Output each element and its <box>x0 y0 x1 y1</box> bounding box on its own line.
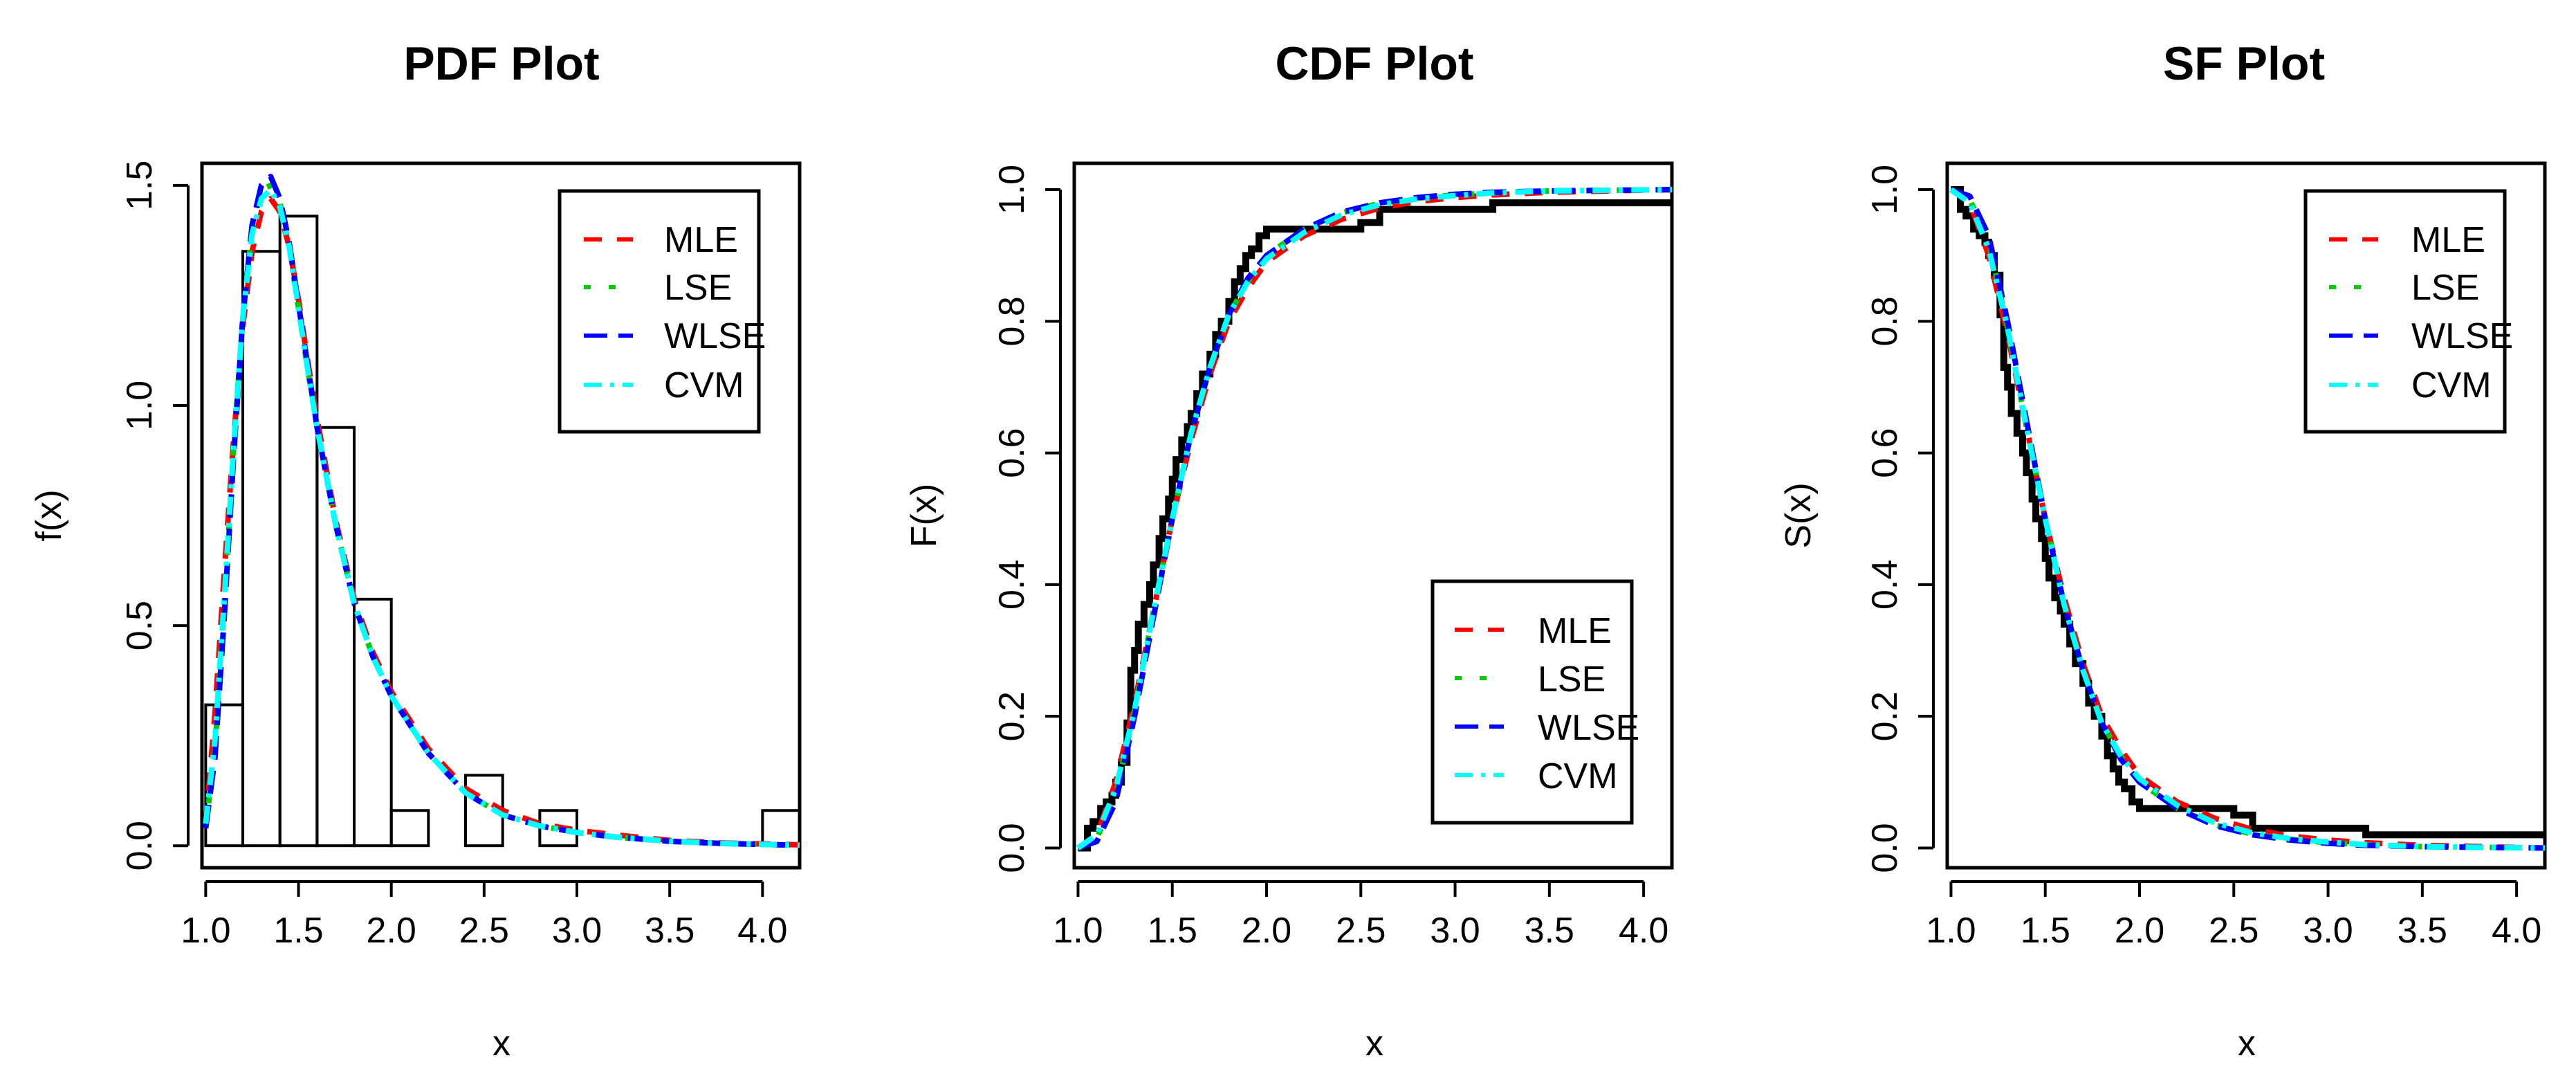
pdf-series-cvm <box>203 187 800 848</box>
pdf-legend: MLE LSE WLSE CVM <box>558 189 766 434</box>
cdf-axes: 1.0 1.5 2.0 2.5 3.0 3.5 4.0 0.0 0.2 0.4 0.6 0.8 1.0 <box>992 165 1668 951</box>
sf-y-tick-label: 1.0 <box>1865 165 1905 215</box>
pdf-legend-box <box>558 189 761 434</box>
pdf-y-tick-label: 0.5 <box>120 601 160 650</box>
cdf-y-tick-label: 0.4 <box>992 560 1032 610</box>
cdf-title: CDF Plot <box>1275 37 1473 90</box>
pdf-hist-bar <box>761 809 802 848</box>
pdf-x-tick-label: 2.0 <box>367 911 416 951</box>
pdf-ylabel: f(x) <box>29 489 69 541</box>
sf-x-tick-label: 4.0 <box>2492 911 2541 951</box>
cdf-y-tick-label: 0.2 <box>992 691 1032 741</box>
cdf-x-tick-label: 3.5 <box>1525 911 1574 951</box>
cdf-x-tick-label: 3.0 <box>1430 911 1480 951</box>
pdf-legend-label-lse: LSE <box>664 268 732 308</box>
cdf-empirical-step-line <box>1078 199 1672 852</box>
cdf-legend-label-cvm: CVM <box>1538 756 1618 796</box>
cdf-series-cvm <box>1076 187 1673 850</box>
sf-legend-label-cvm: CVM <box>2411 365 2492 405</box>
pdf-series <box>203 174 800 848</box>
pdf-hist-bar <box>389 809 430 848</box>
sf-y-tick-label: 0.4 <box>1865 560 1905 610</box>
sf-x-tick-label: 3.5 <box>2398 911 2447 951</box>
pdf-x-tick-label: 4.0 <box>737 911 787 951</box>
sf-y-tick-label: 0.2 <box>1865 691 1905 741</box>
cdf-xlabel: x <box>1365 1023 1383 1064</box>
pdf-x-tick-label: 2.5 <box>459 911 509 951</box>
cdf-ylabel: F(x) <box>904 484 944 547</box>
cdf-y-tick-label: 0.0 <box>992 823 1032 873</box>
sf-xlabel: x <box>2238 1023 2256 1064</box>
sf-axes: 1.0 1.5 2.0 2.5 3.0 3.5 4.0 0.0 0.2 0.4 0.6 0.8 1.0 <box>1865 165 2541 951</box>
cdf-x-tick-label: 1.0 <box>1053 911 1103 951</box>
sf-y-tick-label: 0.0 <box>1865 823 1905 873</box>
pdf-axes: 1.0 1.5 2.0 2.5 3.0 3.5 4.0 0.0 0.5 1.0 1.5 <box>120 161 787 951</box>
panel-pdf: PDF Plot 1.0 1.5 2.0 2.5 3.0 3.5 4.00.00.51.01… <box>29 37 802 1064</box>
panel-sf: SF Plot 1.0 1.5 2.0 2.5 3.0 3.5 4.0 0.0 0.2 0.4 0.… <box>1778 37 2547 1064</box>
pdf-x-tick-label: 1.5 <box>273 911 323 951</box>
sf-legend: MLE LSE WLSE CVM <box>2303 189 2513 434</box>
cdf-legend: MLE LSE WLSE CVM <box>1430 579 1639 825</box>
cdf-x-tick-label: 1.5 <box>1148 911 1197 951</box>
pdf-x-tick-label: 3.5 <box>645 911 694 951</box>
pdf-legend-label-cvm: CVM <box>664 365 744 405</box>
sf-plot-frame <box>1945 161 2547 870</box>
pdf-legend-label-wlse: WLSE <box>664 316 766 356</box>
pdf-y-tick-label: 1.0 <box>120 381 160 430</box>
pdf-hist-bar <box>353 597 393 848</box>
sf-ylabel: S(x) <box>1778 482 1819 548</box>
cdf-legend-box <box>1430 579 1634 825</box>
pdf-y-tick-label: 1.5 <box>120 161 160 210</box>
pdf-title: PDF Plot <box>403 37 599 90</box>
pdf-x-tick-label: 1.0 <box>181 911 230 951</box>
cdf-x-tick-label: 4.0 <box>1619 911 1668 951</box>
sf-y-tick-label: 0.6 <box>1865 428 1905 477</box>
pdf-histogram <box>204 215 802 848</box>
sf-legend-label-mle: MLE <box>2411 220 2485 260</box>
cdf-x-tick-label: 2.0 <box>1242 911 1291 951</box>
pdf-legend-label-mle: MLE <box>664 220 738 260</box>
cdf-y-tick-label: 1.0 <box>992 165 1032 215</box>
cdf-legend-label-lse: LSE <box>1538 659 1606 700</box>
cdf-empirical-step <box>1078 199 1672 852</box>
pdf-xlabel: x <box>493 1023 510 1064</box>
cdf-x-tick-label: 2.5 <box>1336 911 1386 951</box>
sf-title: SF Plot <box>2163 37 2325 90</box>
cdf-legend-label-wlse: WLSE <box>1538 708 1639 748</box>
sf-x-tick-label: 1.0 <box>1926 911 1976 951</box>
pdf-y-tick-label: 0.0 <box>120 821 160 870</box>
panel-cdf: CDF Plot 1.0 1.5 2.0 2.5 3.0 3.5 4.0 0.0 0.2 0.4 0… <box>904 37 1674 1064</box>
sf-legend-label-wlse: WLSE <box>2411 316 2513 356</box>
cdf-series <box>1076 187 1673 851</box>
cdf-y-tick-label: 0.8 <box>992 296 1032 346</box>
sf-x-tick-label: 2.5 <box>2209 911 2258 951</box>
cdf-legend-label-mle: MLE <box>1538 611 1612 651</box>
sf-x-tick-label: 2.0 <box>2115 911 2164 951</box>
pdf-hist-bar <box>241 250 282 848</box>
pdf-hist-bar <box>315 426 356 848</box>
sf-series-cvm <box>1949 187 2546 851</box>
pdf-x-tick-label: 3.0 <box>552 911 602 951</box>
sf-x-tick-label: 3.0 <box>2303 911 2353 951</box>
cdf-y-tick-label: 0.6 <box>992 428 1032 477</box>
sf-legend-box <box>2303 189 2507 434</box>
sf-series <box>1949 187 2546 851</box>
sf-y-tick-label: 0.8 <box>1865 296 1905 346</box>
cdf-plot-frame <box>1072 161 1674 870</box>
pdf-plot-frame <box>200 161 802 870</box>
sf-x-tick-label: 1.5 <box>2021 911 2070 951</box>
sf-legend-label-lse: LSE <box>2411 268 2479 308</box>
